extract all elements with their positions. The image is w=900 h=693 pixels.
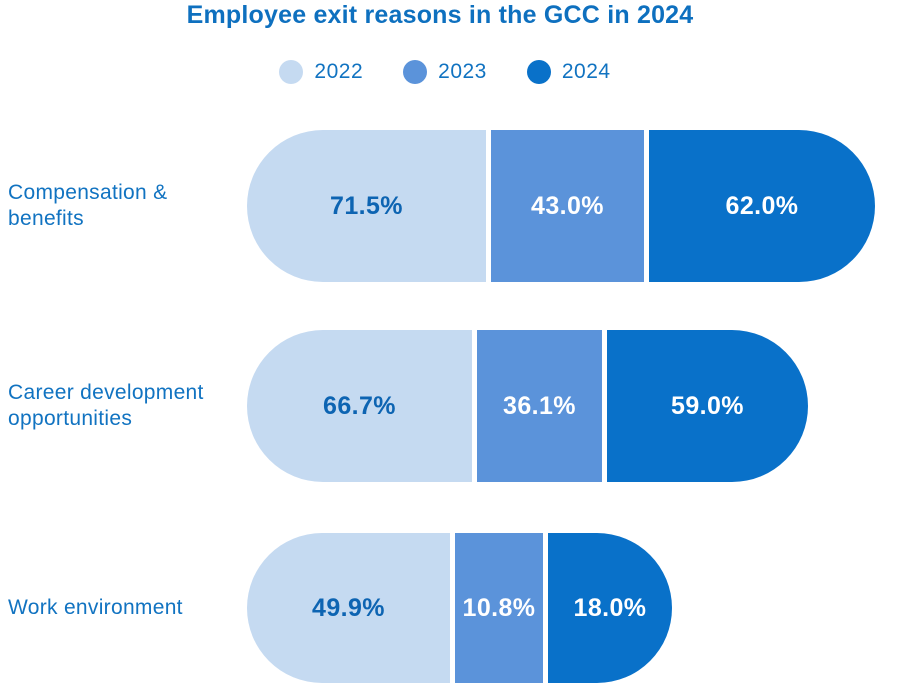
value-label: 66.7% (323, 391, 396, 420)
legend-item-2022: 2022 (279, 60, 363, 84)
legend: 2022 2023 2024 (0, 60, 890, 84)
chart-row-1: Compensation & benefits 71.5% 43.0% 62.0% (0, 130, 900, 282)
bar-segment-2024: 59.0% (607, 330, 808, 482)
value-label: 62.0% (725, 191, 799, 220)
legend-label: 2023 (438, 60, 487, 83)
bar-segment-2024: 62.0% (649, 130, 875, 282)
legend-dot-icon (403, 60, 428, 84)
legend-dot-icon (526, 60, 551, 84)
category-label: Career development opportunities (8, 381, 204, 430)
pill-bar: 71.5% 43.0% 62.0% (247, 130, 875, 282)
chart-title: Employee exit reasons in the GCC in 2024 (186, 1, 694, 29)
legend-dot-icon (279, 60, 304, 84)
category-label: Work environment (8, 596, 183, 619)
value-label: 71.5% (330, 191, 403, 220)
value-label: 36.1% (503, 391, 576, 420)
category-label: Compensation & benefits (8, 181, 168, 230)
chart-row-2: Career development opportunities 66.7% 36.1… (0, 330, 900, 482)
value-label: 59.0% (671, 391, 744, 420)
bar-segment-2022: 71.5% (247, 130, 486, 282)
value-label: 18.0% (573, 593, 647, 622)
bar-segment-2024: 18.0% (548, 533, 672, 683)
legend-item-2024: 2024 (526, 60, 611, 84)
legend-item-2023: 2023 (403, 60, 487, 84)
pill-bar: 66.7% 36.1% 59.0% (247, 330, 808, 482)
legend-label: 2024 (561, 60, 611, 83)
bar-segment-2022: 66.7% (247, 330, 472, 482)
chart-row-3: Work environment 49.9% 10.8% 18.0% (0, 533, 900, 683)
bar-segment-2023: 43.0% (491, 130, 644, 282)
bar-segment-2023: 10.8% (455, 533, 543, 683)
bar-segment-2023: 36.1% (477, 330, 602, 482)
bar-segment-2022: 49.9% (247, 533, 450, 683)
value-label: 10.8% (462, 593, 536, 622)
value-label: 49.9% (312, 593, 385, 622)
value-label: 43.0% (531, 191, 604, 220)
legend-label: 2022 (314, 60, 364, 83)
pill-bar: 49.9% 10.8% 18.0% (247, 533, 672, 683)
